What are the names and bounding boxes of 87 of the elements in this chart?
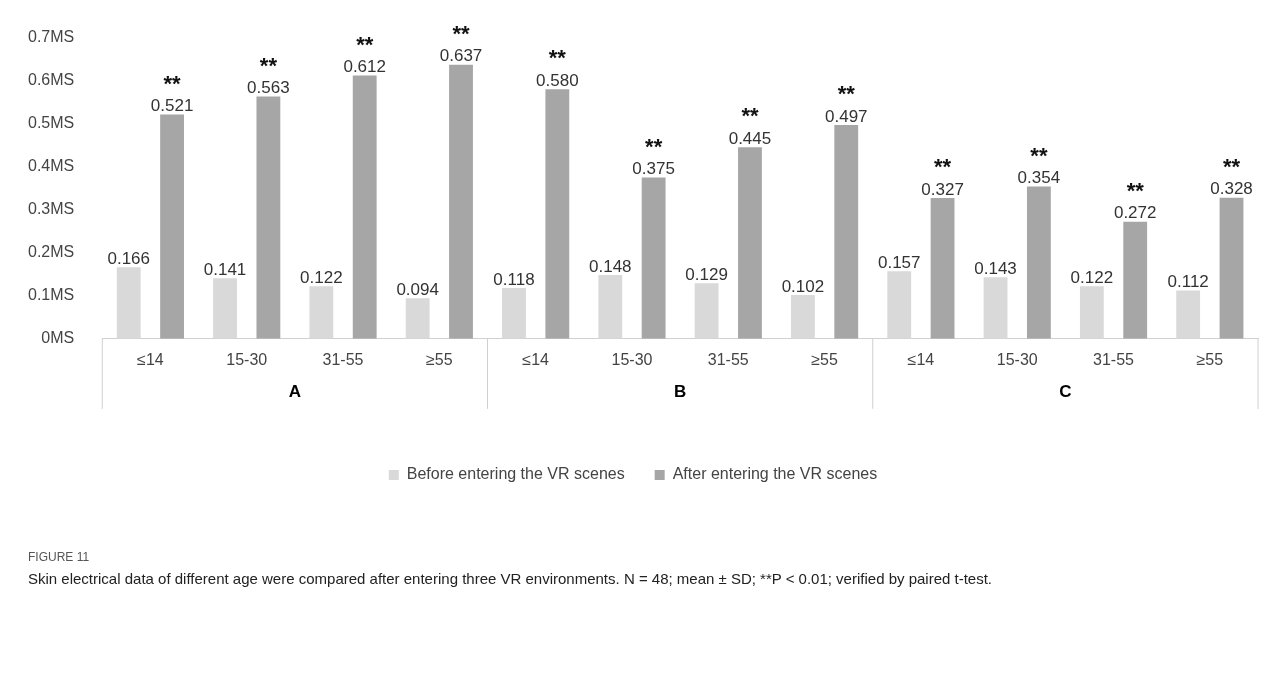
bar bbox=[983, 277, 1008, 339]
annotation: ** bbox=[1030, 142, 1048, 168]
y-tick-label: 0.7MS bbox=[27, 28, 75, 46]
annotation: ** bbox=[548, 45, 567, 71]
data-label: 0.637 bbox=[439, 46, 483, 66]
bar bbox=[1123, 221, 1148, 339]
annotation: ** bbox=[452, 20, 471, 46]
text: A bbox=[288, 382, 302, 402]
annotation: ** bbox=[259, 52, 278, 78]
bar bbox=[116, 267, 141, 339]
x-tick-label: ≥55 bbox=[426, 350, 453, 368]
x-tick-label: ≤14 bbox=[137, 350, 164, 368]
annotation: ** bbox=[356, 31, 374, 57]
data-label: 0.122 bbox=[300, 267, 343, 287]
bar bbox=[694, 283, 719, 339]
data-label: 0.143 bbox=[974, 258, 1017, 278]
bar bbox=[502, 288, 526, 339]
legend-label: Before entering the VR scenes bbox=[406, 465, 625, 483]
bar bbox=[791, 294, 815, 339]
bar bbox=[449, 64, 473, 339]
legend-label: After entering the VR scenes bbox=[672, 465, 878, 483]
annotation: ** bbox=[837, 81, 856, 107]
bar bbox=[738, 147, 762, 339]
bar bbox=[1026, 186, 1051, 339]
y-tick-label: 0.2MS bbox=[27, 243, 75, 261]
bar bbox=[1219, 197, 1244, 339]
data-label: 0.354 bbox=[1017, 168, 1061, 188]
x-tick-label: ≤14 bbox=[522, 350, 550, 368]
bar bbox=[598, 275, 623, 339]
data-label: 0.272 bbox=[1113, 203, 1157, 223]
bar bbox=[887, 271, 912, 339]
data-label: 0.327 bbox=[921, 179, 964, 199]
data-label: 0.521 bbox=[150, 96, 194, 116]
text: B bbox=[673, 382, 687, 402]
x-tick-label: ≥55 bbox=[1196, 350, 1224, 368]
x-tick-label: 31-55 bbox=[322, 350, 364, 368]
x-tick-label: 15-30 bbox=[996, 350, 1038, 368]
bar bbox=[213, 278, 237, 339]
data-label: 0.580 bbox=[536, 70, 579, 90]
y-tick-label: 0MS bbox=[41, 329, 75, 347]
bar bbox=[1079, 286, 1104, 339]
data-label: 0.166 bbox=[107, 249, 150, 269]
data-label: 0.141 bbox=[203, 259, 247, 279]
data-label: 0.328 bbox=[1210, 179, 1253, 199]
bar bbox=[930, 198, 955, 339]
x-tick-label: 15-30 bbox=[611, 350, 653, 368]
data-label: 0.445 bbox=[728, 129, 772, 149]
bar bbox=[545, 89, 570, 339]
bar bbox=[1176, 290, 1201, 339]
y-tick-label: 0.6MS bbox=[27, 71, 75, 89]
data-label: 0.148 bbox=[589, 256, 632, 276]
y-tick-label: 0.1MS bbox=[27, 286, 75, 304]
x-tick-label: ≤14 bbox=[907, 350, 935, 368]
y-tick-label: 0.4MS bbox=[27, 157, 75, 175]
data-label: 0.122 bbox=[1070, 267, 1114, 287]
bar bbox=[641, 177, 666, 339]
bar bbox=[834, 124, 859, 339]
annotation: ** bbox=[741, 103, 759, 129]
data-label: 0.563 bbox=[247, 78, 290, 98]
annotation: ** bbox=[645, 133, 663, 159]
y-tick-label: 0.3MS bbox=[27, 200, 75, 218]
annotation: ** bbox=[934, 154, 952, 180]
data-label: 0.129 bbox=[685, 264, 728, 284]
data-label: 0.375 bbox=[632, 159, 675, 179]
data-label: 0.118 bbox=[493, 269, 535, 289]
bar bbox=[352, 75, 377, 339]
x-tick-label: 31-55 bbox=[707, 350, 749, 368]
y-tick-label: 0.5MS bbox=[27, 114, 75, 132]
x-tick-label: ≥55 bbox=[811, 350, 838, 368]
data-label: 0.157 bbox=[877, 252, 921, 272]
bar bbox=[405, 298, 430, 339]
text: Skin electrical data of different age were compared after entering three VR environments. N = 48; mean ± SD; **P < 0.01; verified by paired t-test. bbox=[28, 570, 994, 587]
bar bbox=[309, 286, 334, 339]
bar bbox=[160, 114, 184, 339]
data-label: 0.612 bbox=[343, 57, 386, 77]
annotation: ** bbox=[1222, 153, 1241, 179]
bar bbox=[256, 96, 281, 339]
data-label: 0.102 bbox=[781, 276, 825, 296]
data-label: 0.497 bbox=[824, 106, 868, 126]
data-label: 0.112 bbox=[1167, 272, 1209, 292]
data-label: 0.094 bbox=[396, 280, 439, 300]
caption: FIGURE 11 bbox=[28, 550, 91, 564]
x-tick-label: 15-30 bbox=[226, 350, 268, 368]
annotation: ** bbox=[163, 70, 182, 96]
annotation: ** bbox=[1126, 177, 1145, 203]
x-tick-label: 31-55 bbox=[1093, 350, 1135, 368]
text: C bbox=[1059, 382, 1072, 402]
